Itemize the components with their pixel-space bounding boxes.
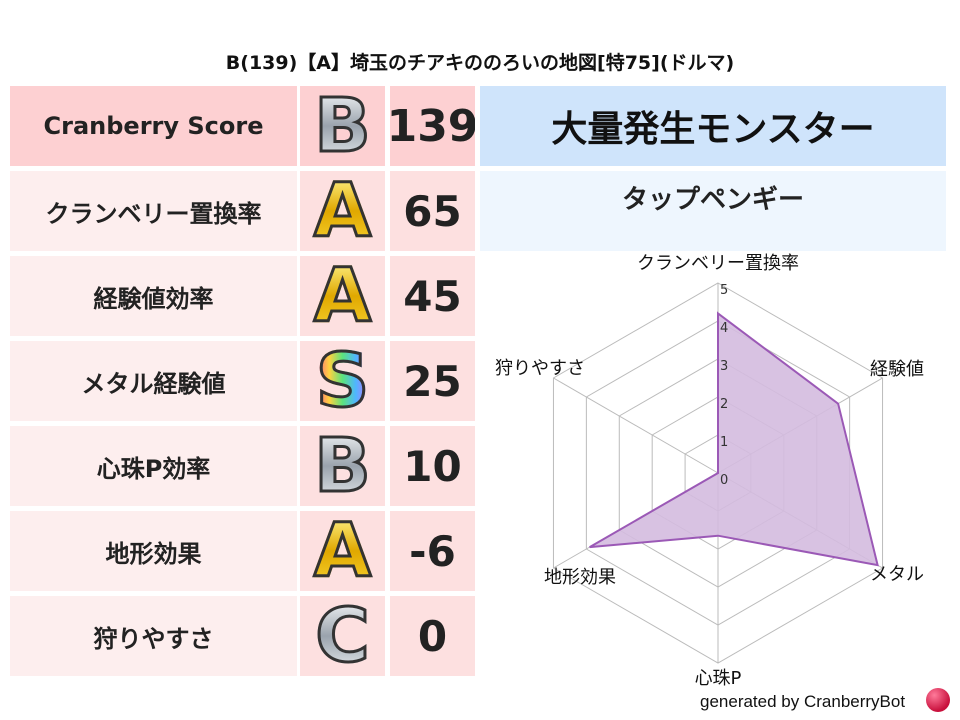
grade-badge: A xyxy=(300,256,385,336)
row-label: クランベリー置換率 xyxy=(10,171,297,251)
monster-header: 大量発生モンスター xyxy=(480,86,946,166)
row-label: 経験値効率 xyxy=(10,256,297,336)
axis-label: メタル xyxy=(870,564,924,585)
axis-label: クランベリー置換率 xyxy=(637,253,799,274)
grade-badge: C xyxy=(300,596,385,676)
tick-label: 3 xyxy=(720,359,728,374)
grade-letter: A xyxy=(312,171,372,251)
tick-label: 2 xyxy=(720,397,728,412)
tick-label: 0 xyxy=(720,473,728,488)
axis-label: 心珠P xyxy=(695,668,742,689)
tick-label: 5 xyxy=(720,283,728,298)
page-title: B(139)【A】埼玉のチアキののろいの地図[特75](ドルマ) xyxy=(225,52,735,74)
row-label: 心珠P効率 xyxy=(10,426,297,506)
grade-letter: S xyxy=(314,341,370,421)
row-score: 0 xyxy=(390,596,475,676)
row-score: 25 xyxy=(390,341,475,421)
tick-label: 4 xyxy=(720,321,728,336)
grid-spoke xyxy=(553,377,719,474)
footer-credit: generated by CranberryBot xyxy=(700,692,906,711)
row-score: 10 xyxy=(390,426,475,506)
row-score: 45 xyxy=(390,256,475,336)
axis-label: 経験値 xyxy=(870,359,924,380)
axis-label: 地形効果 xyxy=(544,567,616,588)
grade-badge: S xyxy=(300,341,385,421)
grade-letter: B xyxy=(313,426,372,506)
row-label: 狩りやすさ xyxy=(10,596,297,676)
grade-letter: A xyxy=(312,511,372,591)
monster-name: タップペンギー xyxy=(480,171,946,251)
axis-label: 狩りやすさ xyxy=(495,358,585,379)
grade-letter: A xyxy=(312,256,372,336)
row-score: 65 xyxy=(390,171,475,251)
grade-badge: A xyxy=(300,171,385,251)
row-score: 139 xyxy=(390,86,475,166)
grade-badge: B xyxy=(300,86,385,166)
cranberry-bot-logo-icon xyxy=(926,688,950,712)
row-label: 地形効果 xyxy=(10,511,297,591)
grade-badge: A xyxy=(300,511,385,591)
grade-letter: C xyxy=(314,596,371,676)
grade-badge: B xyxy=(300,426,385,506)
tick-label: 1 xyxy=(720,435,728,450)
row-label: メタル経験値 xyxy=(10,341,297,421)
data-area xyxy=(589,311,879,567)
grade-letter: B xyxy=(313,86,372,166)
row-label: Cranberry Score xyxy=(10,86,297,166)
row-score: -6 xyxy=(390,511,475,591)
